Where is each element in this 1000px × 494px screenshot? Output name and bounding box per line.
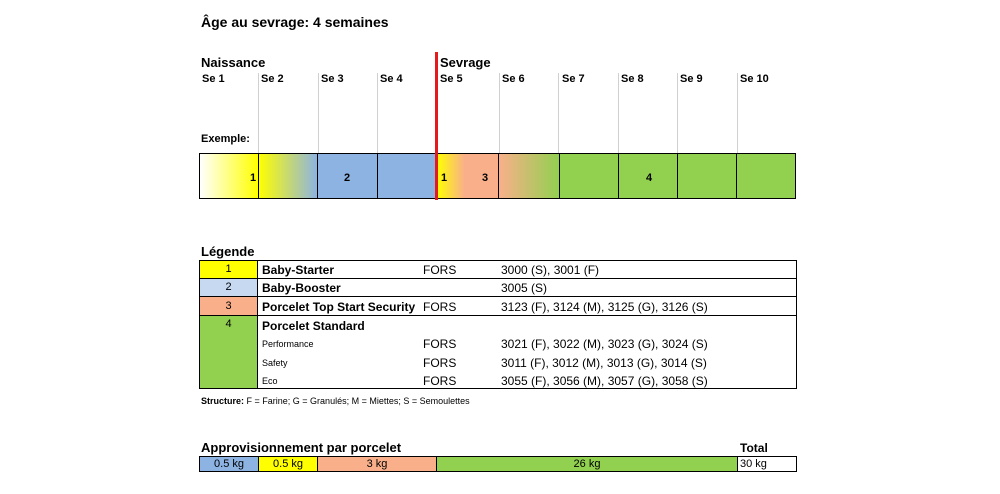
timeline-number: 2 xyxy=(344,172,351,184)
week-label: Se 7 xyxy=(562,73,585,85)
example-label: Exemple: xyxy=(201,133,250,145)
timeline-number: 3 xyxy=(482,172,489,184)
legend-row: 1 Baby-Starter FORS 3000 (S), 3001 (F) xyxy=(200,261,796,279)
legend-row: 4 Porcelet Standard Performance FORS 302… xyxy=(200,316,796,388)
legend-codes: 3021 (F), 3022 (M), 3023 (G), 3024 (S) xyxy=(501,337,708,351)
legend-codes: 3011 (F), 3012 (M), 3013 (G), 3014 (S) xyxy=(501,356,707,370)
timeline-cell-week2: 1 xyxy=(250,154,318,198)
legend-product-name: Porcelet Top Start Security xyxy=(262,300,416,314)
timeline-number: 1 xyxy=(250,172,257,184)
timeline-cell-week7 xyxy=(559,154,619,198)
legend-codes: 3055 (F), 3056 (M), 3057 (G), 3058 (S) xyxy=(501,374,708,388)
week-divider xyxy=(618,73,619,153)
legend-swatch: 4 xyxy=(200,316,258,388)
legend-product-name: Baby-Booster xyxy=(262,281,341,295)
supply-cell: 0.5 kg xyxy=(200,457,259,471)
legend-variant-label: Eco xyxy=(262,376,278,386)
structure-text: F = Farine; G = Granulés; M = Miettes; S… xyxy=(246,396,470,406)
week-divider xyxy=(258,73,259,153)
legend-swatch: 1 xyxy=(200,261,258,278)
timeline-number: 4 xyxy=(646,172,653,184)
phase-birth-label: Naissance xyxy=(201,55,266,70)
week-divider xyxy=(677,73,678,153)
phase-weaning-label: Sevrage xyxy=(440,55,491,70)
week-divider xyxy=(558,73,559,153)
timeline-number: 1 xyxy=(441,172,448,184)
supply-total-value: 30 kg xyxy=(738,457,796,471)
week-divider xyxy=(318,73,319,153)
timeline-cell-week9 xyxy=(678,154,737,198)
legend-swatch: 2 xyxy=(200,279,258,296)
supply-total-label: Total xyxy=(740,441,768,455)
legend-variant-label: Safety xyxy=(262,358,288,368)
week-label: Se 2 xyxy=(261,73,284,85)
legend-row: 2 Baby-Booster 3005 (S) xyxy=(200,279,796,297)
week-label: Se 8 xyxy=(621,73,644,85)
supply-cell: 3 kg xyxy=(318,457,437,471)
week-divider xyxy=(377,73,378,153)
timeline-cell-week5: 1 3 xyxy=(437,154,499,198)
week-label: Se 4 xyxy=(380,73,403,85)
week-divider xyxy=(499,73,500,153)
supply-title: Approvisionnement par porcelet xyxy=(201,440,402,455)
legend-supplier: FORS xyxy=(423,356,457,370)
timeline-cell-week4 xyxy=(378,154,437,198)
legend-product-name: Porcelet Standard xyxy=(262,319,365,333)
legend-codes: 3123 (F), 3124 (M), 3125 (G), 3126 (S) xyxy=(501,300,708,314)
timeline-cell-week1 xyxy=(200,154,259,198)
feeding-timeline: 1 2 1 3 4 xyxy=(199,153,796,199)
legend-supplier: FORS xyxy=(423,300,457,314)
legend-table: 1 Baby-Starter FORS 3000 (S), 3001 (F) 2… xyxy=(199,260,797,389)
week-divider xyxy=(737,73,738,153)
structure-label: Structure: xyxy=(201,396,245,406)
week-label: Se 5 xyxy=(440,73,463,85)
legend-title: Légende xyxy=(201,244,255,259)
week-label: Se 6 xyxy=(502,73,525,85)
supply-cell: 0.5 kg xyxy=(259,457,318,471)
legend-row: 3 Porcelet Top Start Security FORS 3123 … xyxy=(200,297,796,316)
legend-supplier: FORS xyxy=(423,263,457,277)
timeline-cell-week3: 2 xyxy=(318,154,378,198)
supply-bar: 0.5 kg 0.5 kg 3 kg 26 kg 30 kg xyxy=(199,456,797,472)
legend-variant-label: Performance xyxy=(262,339,314,349)
legend-product-name: Baby-Starter xyxy=(262,263,335,277)
weaning-marker-line xyxy=(435,52,438,200)
timeline-cell-week8: 4 xyxy=(619,154,678,198)
week-label: Se 10 xyxy=(740,73,769,85)
week-label: Se 1 xyxy=(202,73,225,85)
structure-note: Structure: F = Farine; G = Granulés; M =… xyxy=(201,396,470,406)
timeline-cell-week10 xyxy=(737,154,795,198)
week-label: Se 9 xyxy=(680,73,703,85)
legend-codes: 3000 (S), 3001 (F) xyxy=(501,263,600,277)
timeline-cell-week6 xyxy=(499,154,559,198)
supply-cell: 26 kg xyxy=(437,457,738,471)
legend-codes: 3005 (S) xyxy=(501,281,548,295)
legend-supplier: FORS xyxy=(423,374,457,388)
week-label: Se 3 xyxy=(321,73,344,85)
legend-swatch: 3 xyxy=(200,297,258,315)
page-title: Âge au sevrage: 4 semaines xyxy=(201,14,389,30)
legend-supplier: FORS xyxy=(423,337,457,351)
